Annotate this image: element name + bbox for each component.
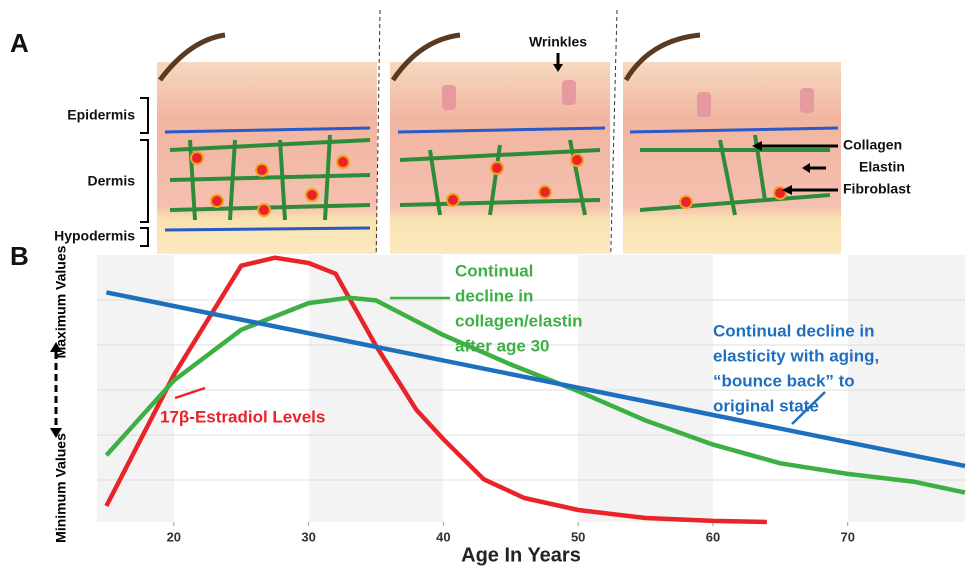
x-tick-label: 20 (167, 529, 181, 544)
panel-label: A (10, 28, 29, 58)
y-axis-label: Maximum Values (53, 245, 69, 358)
series-line (104, 295, 966, 495)
series-line (104, 255, 767, 525)
annotation: elasticity with aging, (713, 346, 879, 365)
annotation: 17β-Estradiol Levels (160, 407, 325, 426)
layer-label: Epidermis (67, 107, 135, 123)
x-tick-label: 60 (706, 529, 720, 544)
annotation: “bounce back” to (713, 371, 855, 390)
y-axis-label: Minimum Values (53, 433, 69, 543)
callout: Collagen (843, 137, 902, 153)
callout: Fibroblast (843, 181, 911, 197)
callout: Wrinkles (529, 34, 587, 50)
x-tick-label: 40 (436, 529, 450, 544)
axis-arrow (50, 342, 62, 352)
panel-a-art (140, 9, 841, 521)
x-tick-label: 50 (571, 529, 585, 544)
annotation: collagen/elastin (455, 311, 583, 330)
x-axis-label: Age In Years (461, 544, 581, 566)
annotation-arrow (791, 391, 826, 425)
band (174, 255, 309, 522)
annotation-arrow (174, 386, 206, 400)
series-line (105, 290, 966, 469)
axis-arrow (50, 428, 62, 438)
annotation: decline in (455, 286, 533, 305)
panel-label: B (10, 241, 29, 271)
annotation: after age 30 (455, 336, 550, 355)
plot: 20 30 40 50 60 70 Age In Years Maximum Values Mi… (50, 245, 966, 566)
layer-label: Hypodermis (54, 228, 135, 244)
x-tick-label: 70 (841, 529, 855, 544)
callout: Elastin (859, 159, 905, 175)
x-tick-label: 30 (301, 529, 315, 544)
annotation: Continual decline in (713, 321, 875, 340)
annotation: Continual (455, 261, 533, 280)
annotation: original state (713, 396, 819, 415)
layer-label: Dermis (88, 173, 136, 189)
